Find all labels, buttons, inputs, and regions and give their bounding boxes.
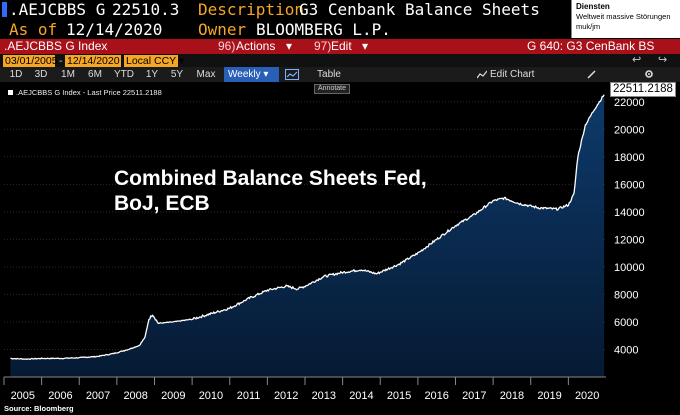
x-tick-label: 2011 bbox=[237, 390, 261, 402]
screen-title: G 640: G3 CenBank BS bbox=[527, 39, 655, 53]
currency-caret-icon: ▾ bbox=[178, 55, 185, 67]
y-tick-label: 4000 bbox=[614, 344, 638, 356]
range-1y[interactable]: 1Y bbox=[145, 69, 159, 80]
notification-title: Diensten bbox=[576, 2, 610, 11]
y-tick-label: 16000 bbox=[614, 179, 645, 191]
gear-icon[interactable] bbox=[642, 67, 656, 82]
legend-swatch bbox=[8, 90, 13, 95]
ticker[interactable]: .AEJCBBS G bbox=[9, 0, 106, 19]
actions-number: 96) bbox=[218, 39, 236, 53]
line-chart-icon[interactable] bbox=[283, 67, 301, 82]
x-tick-label: 2015 bbox=[387, 390, 411, 402]
range-bar: 1D 3D 1M 6M YTD 1Y 5Y Max Weekly ▾ Table… bbox=[0, 67, 680, 82]
chart-legend[interactable]: .AEJCBBS G Index - Last Price 22511.2188 bbox=[8, 88, 162, 97]
description-value: G3 Cenbank Balance Sheets bbox=[299, 0, 540, 19]
date-controls: 03/01/2005 - 12/14/2020 Local CCY ▾ ↩ ↪ bbox=[0, 54, 680, 67]
y-tick-label: 20000 bbox=[614, 124, 645, 136]
x-tick-label: 2016 bbox=[424, 390, 448, 402]
last-value-label: 22511.2188 bbox=[610, 82, 676, 97]
date-separator: - bbox=[57, 55, 64, 67]
x-tick-label: 2005 bbox=[11, 390, 35, 402]
frequency-caret-icon: ▾ bbox=[263, 69, 269, 80]
source-note: Source: Bloomberg bbox=[4, 404, 74, 413]
y-tick-label: 22000 bbox=[614, 97, 645, 109]
back-icon[interactable]: ↩ bbox=[632, 54, 642, 66]
y-tick-label: 18000 bbox=[614, 152, 645, 164]
currency-select[interactable]: Local CCY ▾ bbox=[124, 55, 185, 67]
owner-label: Owner bbox=[198, 20, 247, 39]
x-tick-label: 2012 bbox=[274, 390, 298, 402]
edit-number: 97) bbox=[314, 39, 332, 53]
x-tick-label: 2017 bbox=[462, 390, 486, 402]
area-fill bbox=[10, 94, 605, 377]
range-1m[interactable]: 1M bbox=[61, 69, 75, 80]
x-axis: 2005 2006 2007 2008 2009 2010 2011 2012 2013 2014… bbox=[3, 376, 606, 402]
frequency-select[interactable]: Weekly ▾ bbox=[224, 67, 279, 82]
range-5y[interactable]: 5Y bbox=[170, 69, 184, 80]
range-ytd[interactable]: YTD bbox=[114, 69, 134, 80]
x-tick-label: 2014 bbox=[349, 390, 373, 402]
x-tick-label: 2010 bbox=[199, 390, 223, 402]
x-tick-label: 2018 bbox=[500, 390, 524, 402]
x-tick-label: 2013 bbox=[312, 390, 336, 402]
legend-text: .AEJCBBS G Index - Last Price 22511.2188 bbox=[16, 88, 162, 97]
range-3d[interactable]: 3D bbox=[34, 69, 48, 80]
annotate-button[interactable]: Annotate bbox=[314, 84, 351, 94]
edit-menu[interactable]: Edit bbox=[331, 39, 352, 53]
security-header: .AEJCBBS G 22510.3 Description G3 Cenban… bbox=[0, 0, 680, 20]
asof-value: 12/14/2020 bbox=[66, 20, 163, 39]
y-tick-label: 12000 bbox=[614, 234, 645, 246]
y-tick-label: 14000 bbox=[614, 207, 645, 219]
edit-chart-button[interactable]: Edit Chart bbox=[490, 69, 535, 80]
pencil-icon[interactable] bbox=[584, 67, 598, 82]
last-price: 22510.3 bbox=[112, 0, 180, 19]
range-max[interactable]: Max bbox=[196, 69, 216, 80]
y-tick-label: 10000 bbox=[614, 262, 645, 274]
x-tick-label: 2020 bbox=[575, 390, 599, 402]
actions-menu[interactable]: Actions bbox=[236, 39, 276, 53]
annotate-label: Annotate bbox=[318, 85, 347, 92]
price-chart[interactable]: 4000 6000 8000 10000 12000 14000 16000 18000 200… bbox=[0, 82, 680, 415]
table-button[interactable]: Table bbox=[317, 69, 341, 80]
end-date-field[interactable]: 12/14/2020 bbox=[65, 55, 121, 67]
asof-label: As of bbox=[9, 20, 58, 39]
y-tick-label: 6000 bbox=[614, 317, 638, 329]
range-6m[interactable]: 6M bbox=[88, 69, 102, 80]
forward-icon[interactable]: ↪ bbox=[658, 54, 668, 66]
x-tick-label: 2009 bbox=[161, 390, 185, 402]
series-line bbox=[10, 94, 605, 361]
y-tick-label: 8000 bbox=[614, 289, 638, 301]
notification-message: Weltweit massive Störungen muk/jm bbox=[576, 12, 671, 31]
x-tick-label: 2006 bbox=[48, 390, 72, 402]
owner-value: BLOOMBERG L.P. bbox=[256, 20, 391, 39]
range-1d[interactable]: 1D bbox=[9, 69, 23, 80]
x-tick-label: 2008 bbox=[123, 390, 147, 402]
edit-chart-icon[interactable] bbox=[476, 67, 488, 82]
x-tick-label: 2019 bbox=[537, 390, 561, 402]
ticker-flag bbox=[2, 2, 7, 17]
start-date-field[interactable]: 03/01/2005 bbox=[3, 55, 58, 67]
edit-caret-icon[interactable]: ▾ bbox=[362, 39, 369, 53]
actions-caret-icon[interactable]: ▾ bbox=[286, 39, 293, 53]
chart-annotation: Combined Balance Sheets Fed, BoJ, ECB bbox=[114, 167, 427, 215]
x-tick-label: 2007 bbox=[86, 390, 110, 402]
notification-popup[interactable]: Diensten Weltweit massive Störungen muk/… bbox=[571, 0, 680, 38]
y-axis: 4000 6000 8000 10000 12000 14000 16000 18000 200… bbox=[614, 97, 645, 357]
index-label[interactable]: .AEJCBBS G Index bbox=[4, 39, 108, 53]
function-toolbar: .AEJCBBS G Index 96) Actions ▾ 97) Edit … bbox=[0, 39, 680, 54]
description-label: Description bbox=[198, 0, 304, 19]
